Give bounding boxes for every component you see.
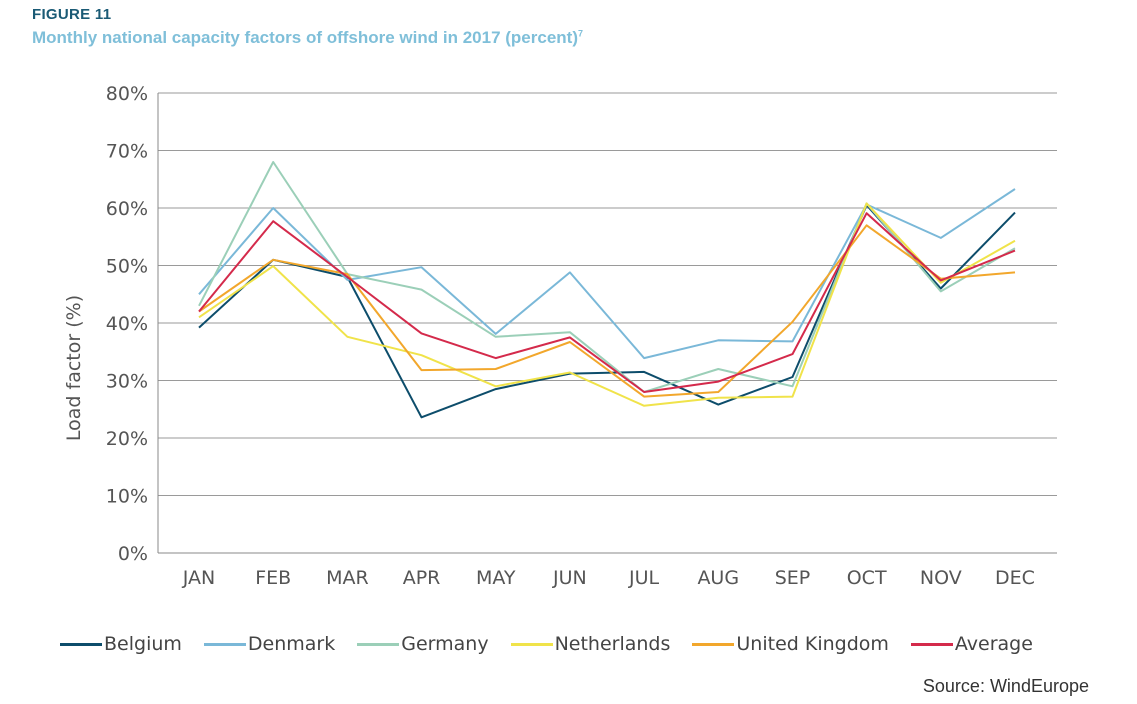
legend-label: Average [954,633,1033,655]
legend-label: United Kingdom [736,633,889,655]
x-tick-label: AUG [697,567,739,589]
legend-label: Denmark [247,633,336,655]
x-tick-label: NOV [920,567,962,589]
y-tick-label: 80% [106,83,148,105]
legend-swatch [60,642,102,646]
y-tick-label: 10% [106,486,148,508]
x-tick-label: FEB [255,567,291,589]
legend-item-average: Average [910,633,1033,655]
series-line-average [198,212,1016,393]
y-tick-label: 70% [106,141,148,163]
legend-swatch [203,642,246,646]
legend-swatch [357,642,400,646]
series-line-netherlands [198,202,1016,407]
source-note: Source: WindEurope [922,676,1089,696]
legend-label: Belgium [104,633,182,655]
legend-label: Germany [401,633,489,655]
x-tick-label: JAN [182,567,215,589]
y-tick-label: 40% [106,313,148,335]
x-tick-label: MAR [326,567,369,589]
y-tick-label: 60% [106,198,148,220]
x-tick-label: DEC [995,567,1035,589]
legend-swatch [910,642,953,646]
legend-item-denmark: Denmark [203,633,336,655]
series-line-denmark [198,188,1016,360]
x-tick-label: JUL [628,567,660,589]
y-tick-label: 0% [118,543,148,565]
figure-title-footnote: 7 [577,28,583,39]
figure-title: Monthly national capacity factors of off… [32,28,583,48]
legend-item-germany: Germany [357,633,489,655]
y-axis-title: Load factor (%) [63,295,85,441]
series-line-united-kingdom [198,224,1016,398]
y-tick-label: 50% [106,256,148,278]
y-tick-label: 20% [106,428,148,450]
legend-label: Netherlands [554,633,671,655]
legend-swatch [692,642,735,646]
x-tick-label: MAY [476,567,516,589]
y-tick-label: 30% [106,371,148,393]
chart-legend: Belgium Denmark Germany Netherlands United K… [60,633,1055,655]
legend-item-belgium: Belgium [60,633,182,655]
x-tick-label: OCT [847,567,887,589]
x-tick-label: JUN [552,567,587,589]
figure-label: FIGURE 11 [32,6,112,23]
figure-title-text: Monthly national capacity factors of off… [32,28,578,47]
legend-swatch [510,642,553,646]
legend-item-netherlands: Netherlands [510,633,671,655]
line-chart: 0% 10% 20% 30% 40% 50% 60% 70% 80% Load factor (%… [63,83,1057,589]
x-tick-label: SEP [775,567,811,589]
series-line-germany [198,161,1016,393]
legend-item-united-kingdom: United Kingdom [692,633,889,655]
x-tick-label: APR [403,567,441,589]
